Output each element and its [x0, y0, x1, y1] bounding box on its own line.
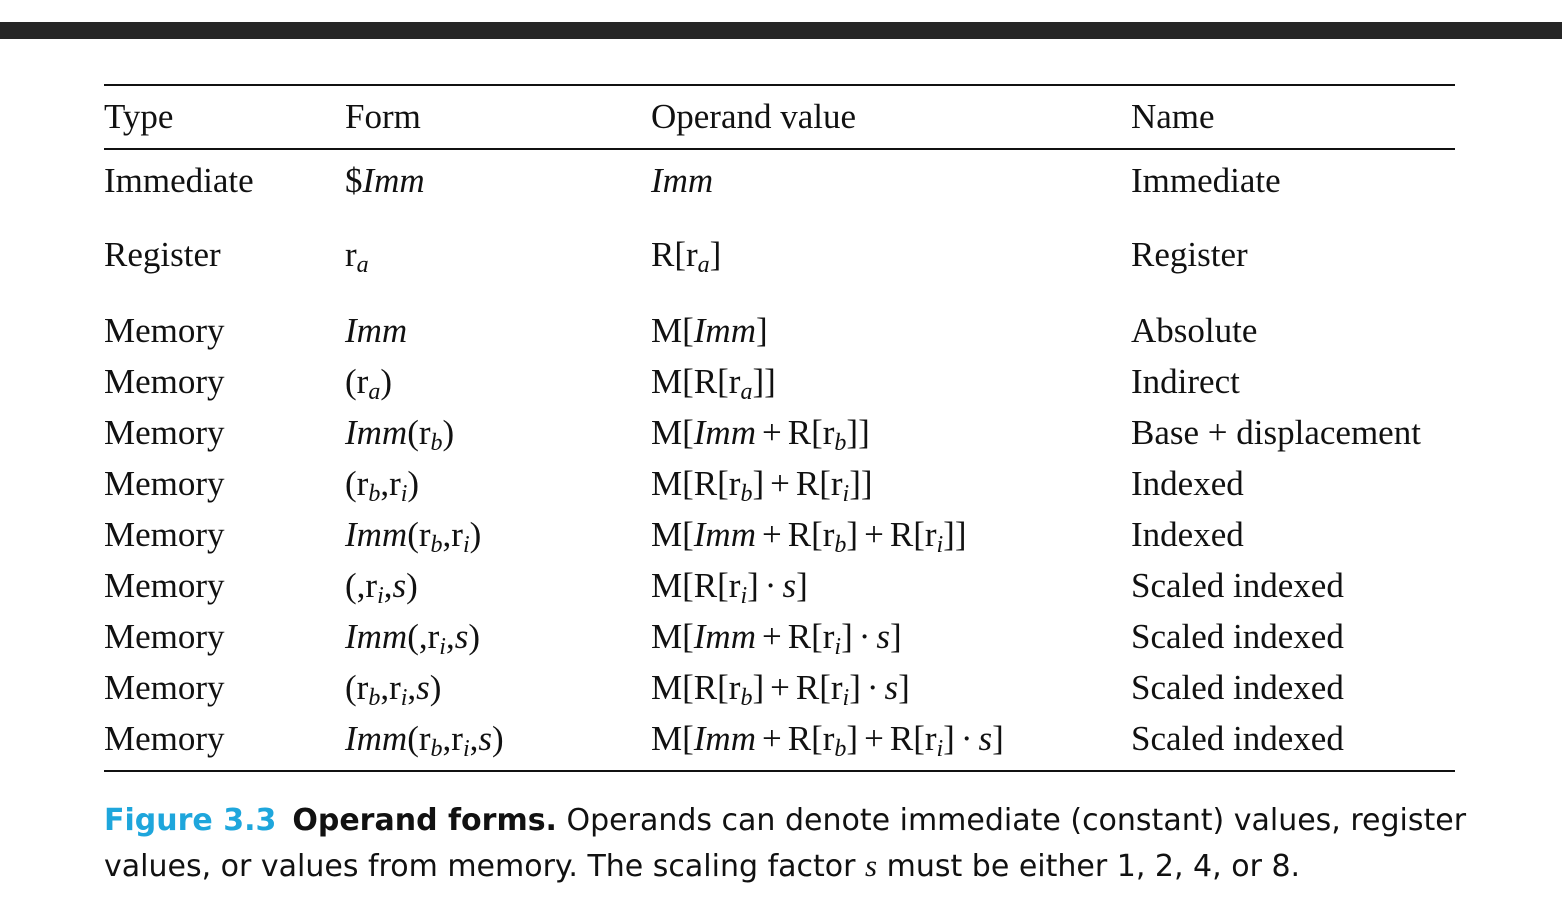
table-row: Register ra R[ra] Register	[0, 233, 1562, 277]
table-top-rule	[104, 84, 1455, 86]
cell-type: Memory	[104, 719, 225, 758]
cell-operand-value: M[Imm + R[ri] · s]	[651, 617, 902, 660]
cell-form: Imm(rb,ri)	[345, 515, 482, 558]
cell-name: Indirect	[1131, 362, 1240, 401]
cell-form: (rb,ri)	[345, 464, 420, 507]
cell-type: Memory	[104, 515, 225, 554]
cell-type: Memory	[104, 566, 225, 605]
cell-name: Indexed	[1131, 515, 1244, 554]
cell-form: Imm(,ri,s)	[345, 617, 480, 660]
caption-text: Operands can denote immediate (constant)…	[104, 803, 1467, 884]
table-row: Memory Imm(rb) M[Imm + R[rb]] Base + displace…	[0, 411, 1562, 455]
cell-name: Indexed	[1131, 464, 1244, 503]
table-row: Memory Imm M[Imm] Absolute	[0, 309, 1562, 353]
cell-form: (ra)	[345, 362, 392, 405]
caption-variable: s	[865, 848, 878, 883]
table-row: Memory (,ri,s) M[R[ri] · s] Scaled indexed	[0, 564, 1562, 608]
cell-operand-value: M[R[rb] + R[ri] · s]	[651, 668, 910, 711]
cell-form: (rb,ri,s)	[345, 668, 442, 711]
table-row: Memory Imm(rb,ri,s) M[Imm + R[rb] + R[ri] · s] Sc…	[0, 717, 1562, 761]
cell-operand-value: M[R[ra]]	[651, 362, 776, 405]
table-row: Memory Imm(rb,ri) M[Imm + R[rb] + R[ri]] Indexe…	[0, 513, 1562, 557]
cell-name: Scaled indexed	[1131, 668, 1344, 707]
table-row: Immediate $Imm Imm Immediate	[0, 159, 1562, 203]
caption-text-end: must be either 1, 2, 4, or 8.	[886, 849, 1301, 884]
cell-operand-value: M[Imm + R[rb]]	[651, 413, 870, 456]
table-header-row: Type Form Operand value Name	[0, 95, 1562, 139]
cell-type: Memory	[104, 668, 225, 707]
cell-operand-value: M[Imm + R[rb] + R[ri] · s]	[651, 719, 1004, 762]
cell-name: Register	[1131, 235, 1248, 274]
cell-operand-value: M[R[ri] · s]	[651, 566, 808, 609]
cell-name: Absolute	[1131, 311, 1258, 350]
cell-type: Immediate	[104, 161, 254, 200]
column-header: Name	[1131, 97, 1215, 136]
cell-type: Register	[104, 235, 221, 274]
cell-form: $Imm	[345, 161, 425, 200]
cell-operand-value: R[ra]	[651, 235, 722, 278]
cell-type: Memory	[104, 464, 225, 503]
cell-form: Imm(rb,ri,s)	[345, 719, 504, 762]
table-row: Memory (rb,ri) M[R[rb] + R[ri]] Indexed	[0, 462, 1562, 506]
top-bar	[0, 22, 1562, 39]
figure-caption: Figure 3.3 Operand forms. Operands can de…	[104, 798, 1494, 889]
cell-type: Memory	[104, 311, 225, 350]
cell-operand-value: M[Imm + R[rb] + R[ri]]	[651, 515, 967, 558]
column-header: Form	[345, 97, 421, 136]
table-bottom-rule	[104, 770, 1455, 772]
column-header: Type	[104, 97, 174, 136]
table-header-rule	[104, 148, 1455, 150]
cell-type: Memory	[104, 617, 225, 656]
cell-name: Immediate	[1131, 161, 1281, 200]
cell-operand-value: M[Imm]	[651, 311, 768, 350]
figure-label: Figure 3.3	[104, 803, 277, 838]
cell-form: ra	[345, 235, 369, 278]
cell-type: Memory	[104, 413, 225, 452]
figure-title: Operand forms.	[292, 803, 557, 838]
cell-form: (,ri,s)	[345, 566, 418, 609]
cell-form: Imm	[345, 311, 408, 350]
column-header: Operand value	[651, 97, 857, 136]
cell-name: Base + displacement	[1131, 413, 1421, 452]
cell-operand-value: M[R[rb] + R[ri]]	[651, 464, 873, 507]
cell-form: Imm(rb)	[345, 413, 455, 456]
table-row: Memory Imm(,ri,s) M[Imm + R[ri] · s] Scaled ind…	[0, 615, 1562, 659]
cell-operand-value: Imm	[651, 161, 714, 200]
cell-name: Scaled indexed	[1131, 719, 1344, 758]
cell-name: Scaled indexed	[1131, 617, 1344, 656]
table-row: Memory (ra) M[R[ra]] Indirect	[0, 360, 1562, 404]
cell-name: Scaled indexed	[1131, 566, 1344, 605]
cell-type: Memory	[104, 362, 225, 401]
table-row: Memory (rb,ri,s) M[R[rb] + R[ri] · s] Scaled in…	[0, 666, 1562, 710]
